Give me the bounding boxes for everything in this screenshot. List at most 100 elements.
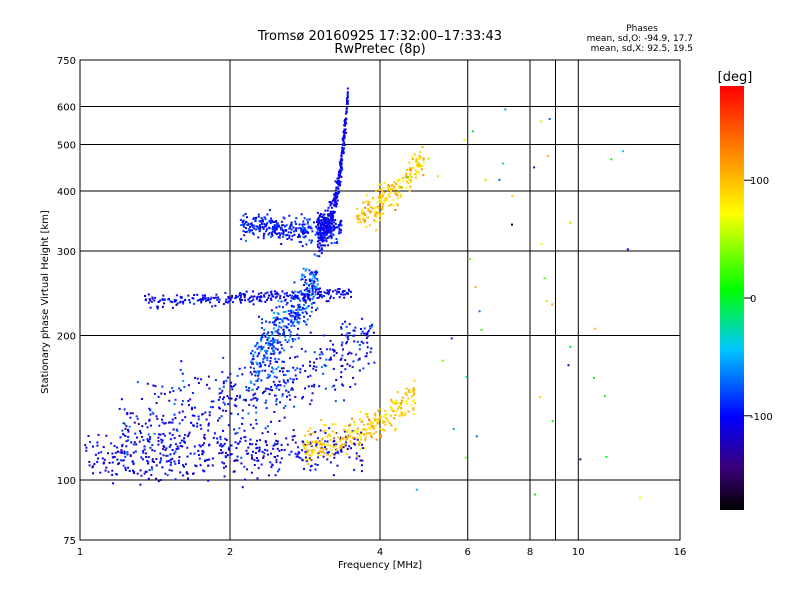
echo-point [275,318,278,321]
echo-point [102,446,105,448]
x-axis-label: Frequency [MHz] [338,560,422,571]
echo-point [167,460,170,463]
echo-point [139,430,142,432]
echo-point [334,227,337,230]
echo-point [303,298,306,301]
echo-point [318,444,321,447]
echo-point [330,230,333,233]
echo-point [363,327,366,330]
echo-point [401,399,403,402]
echo-point [374,414,377,417]
echo-point [207,479,210,482]
echo-point [267,387,270,390]
echo-point [363,433,366,436]
echo-point [213,432,216,435]
echo-point [179,300,182,303]
echo-point [207,375,210,378]
echo-point [282,224,285,227]
echo-point [281,360,284,363]
echo-point [202,298,205,301]
echo-point [174,443,177,446]
echo-point [400,411,403,414]
echo-point [255,411,258,414]
echo-point [264,335,267,338]
echo-point [210,296,213,299]
echo-point [307,463,310,465]
echo-point [292,388,294,391]
echo-point [274,232,277,235]
echo-point [383,199,386,202]
echo-point [367,203,370,206]
echo-point [247,389,250,392]
echo-point [317,239,320,242]
echo-point [311,440,313,443]
echo-point [380,414,382,417]
echo-point [386,185,389,188]
echo-point [330,236,333,238]
echo-point [365,355,368,358]
echo-point [306,231,309,234]
echo-point [256,398,259,401]
echo-point [294,290,297,293]
echo-point [358,369,361,372]
echo-point [255,419,257,421]
echo-point [296,367,299,370]
echo-point [346,363,349,366]
echo-point [276,442,279,445]
echo-point [339,439,342,442]
echo-point [291,340,294,343]
echo-point [364,413,367,415]
echo-point [293,311,296,314]
echo-point [174,462,177,465]
echo-point [335,205,338,208]
echo-point [107,470,110,473]
echo-point [375,438,378,441]
echo-point [140,456,143,459]
echo-point [306,318,309,321]
echo-point [274,225,277,228]
echo-point [360,410,362,413]
echo-point [412,393,415,396]
echo-point [260,345,263,348]
echo-point [369,421,372,424]
echo-point [257,467,260,470]
echo-point [375,229,378,232]
echo-point [313,280,316,283]
echo-point [312,282,315,285]
echo-point [371,426,373,429]
echo-point [294,294,297,297]
echo-point [302,220,305,223]
echo-point [145,456,148,458]
echo-point [371,436,374,439]
echo-point [338,180,341,183]
echo-point [304,350,307,353]
echo-point [372,331,375,334]
echo-point [341,137,344,140]
echo-point [303,227,306,230]
echo-point [243,465,246,468]
echo-point [376,205,379,208]
echo-point [399,195,402,198]
echo-point [321,438,324,441]
echo-point [267,297,270,300]
echo-point [338,169,341,172]
echo-point [270,217,272,220]
echo-point [272,368,275,371]
echo-point [234,297,237,300]
echo-point [337,223,340,226]
echo-point [317,227,320,230]
echo-point [251,295,254,298]
echo-point [328,226,330,229]
echo-point [296,355,299,358]
echo-point [182,302,185,305]
echo-point [132,472,135,474]
echo-point [221,371,224,374]
echo-point [386,418,389,421]
echo-point [252,427,255,430]
echo-point [373,219,376,222]
echo-point [147,293,150,296]
echo-point [326,440,329,443]
echo-point [271,233,274,236]
echo-point [297,297,300,300]
echo-point [271,347,274,350]
